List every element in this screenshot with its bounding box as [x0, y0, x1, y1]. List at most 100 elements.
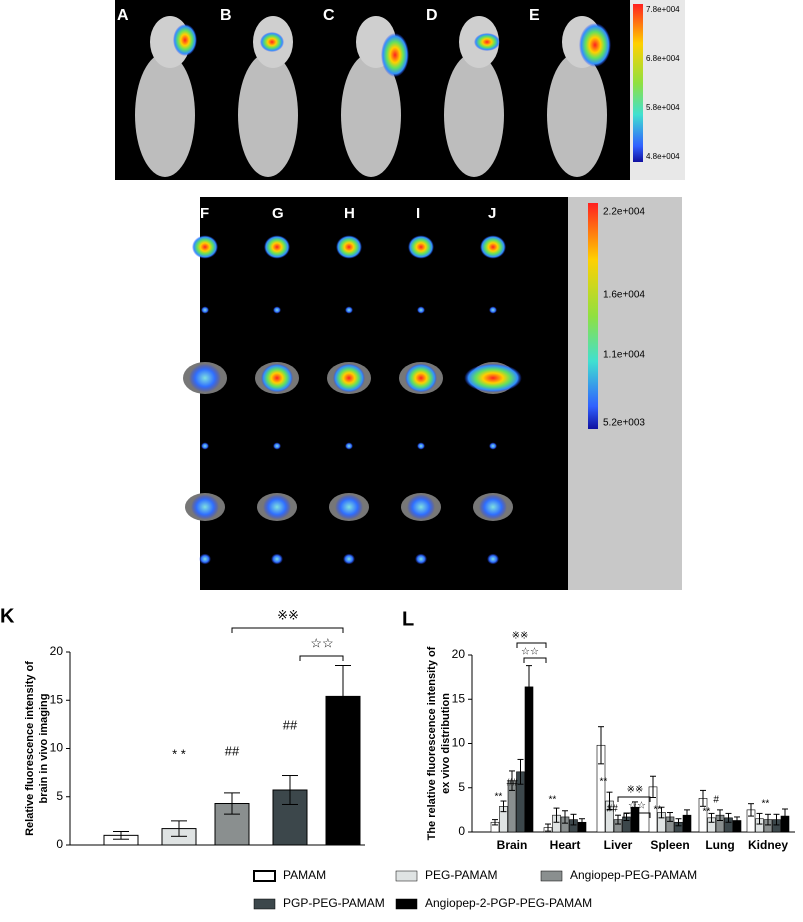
legend-swatch	[253, 870, 276, 882]
y-tick-label: 20	[50, 644, 64, 658]
panel-label: F	[200, 205, 209, 222]
organ-signal	[336, 235, 362, 259]
bracket	[523, 657, 547, 663]
panel-label: L	[402, 608, 414, 630]
annotation: **	[761, 799, 770, 810]
organ-signal	[271, 553, 283, 565]
organ-signal	[273, 442, 281, 450]
organ-signal	[480, 235, 506, 259]
colorbar-panel	[568, 197, 682, 590]
organ-signal	[261, 363, 293, 393]
bracket	[299, 655, 344, 661]
colorbar-label: 6.8e+004	[646, 54, 680, 63]
organ-signal	[464, 363, 522, 393]
mouse-body	[444, 53, 504, 177]
colorbar-label: 1.6e+004	[603, 290, 645, 301]
organ-signal	[489, 442, 497, 450]
y-tick-label: 5	[56, 789, 63, 803]
legend-label: PEG-PAMAM	[425, 868, 497, 882]
organ-signal	[407, 494, 435, 520]
panel-label: K	[0, 605, 15, 627]
panel-label: D	[426, 7, 438, 24]
signal	[579, 23, 611, 67]
x-tick-label: Spleen	[650, 838, 689, 852]
annotation: **	[599, 777, 608, 788]
legend-swatch	[395, 870, 418, 882]
panel-label: G	[272, 205, 284, 222]
organ-signal	[199, 553, 211, 565]
bar	[524, 686, 534, 833]
organ-label: Lung	[137, 498, 166, 513]
legend-label: Angiopep-PEG-PAMAM	[570, 868, 697, 882]
annotation: ##	[606, 804, 618, 815]
panel-label: C	[323, 7, 335, 24]
legend-label: PAMAM	[283, 868, 326, 882]
organ-signal	[189, 363, 221, 393]
y-axis-label: The relative fluorescence intensity of	[426, 646, 438, 840]
annotation: **	[548, 795, 557, 806]
colorbar-label: 7.8e+004	[646, 5, 680, 14]
annotation: ※※	[277, 607, 299, 622]
mouse-body	[135, 53, 195, 177]
organ-signal	[487, 553, 499, 565]
organ-signal	[201, 306, 209, 314]
colorbar-label: 1.1e+004	[603, 350, 645, 361]
bracket	[617, 796, 651, 802]
legend-label: Angiopep-2-PGP-PEG-PAMAM	[425, 896, 592, 910]
organ-signal	[489, 306, 497, 314]
annotation: **	[702, 807, 711, 818]
legend-label: PGP-PEG-PAMAM	[283, 896, 385, 910]
organ-signal	[192, 235, 218, 259]
annotation: ☆☆	[628, 801, 646, 812]
organ-label: Kidney	[137, 550, 177, 565]
organ-signal	[345, 442, 353, 450]
annotation: **	[653, 805, 662, 816]
organ-signal	[273, 306, 281, 314]
panel-label: E	[529, 7, 540, 24]
y-axis-label: ex vivo distribution	[440, 693, 452, 794]
y-tick-label: 20	[452, 647, 466, 661]
colorbar-label: 5.8e+004	[646, 103, 680, 112]
bracket	[231, 627, 344, 633]
annotation: ##	[225, 743, 240, 758]
organ-signal	[343, 553, 355, 565]
panel-label: J	[488, 205, 496, 222]
panel-label: I	[416, 205, 420, 222]
organ-signal	[408, 235, 434, 259]
x-tick-label: Brain	[497, 838, 528, 852]
mouse-body	[547, 53, 607, 177]
organ-signal	[191, 494, 219, 520]
organ-signal	[417, 442, 425, 450]
annotation: #	[713, 795, 719, 806]
ex-vivo-image: F G H I J Brain Heart Liver Spleen Lung Kidney 2.2e…	[137, 197, 682, 590]
panel-label: H	[344, 205, 355, 222]
y-axis-label: brain in vivo imaging	[38, 693, 50, 803]
legend-swatch	[395, 898, 418, 910]
mouse-body	[341, 53, 401, 177]
organ-signal	[201, 442, 209, 450]
y-tick-label: 0	[458, 824, 465, 838]
colorbar	[588, 203, 598, 429]
mouse-body	[238, 53, 298, 177]
organ-label: Liver	[137, 369, 166, 384]
organ-signal	[417, 306, 425, 314]
bracket	[623, 812, 651, 818]
x-tick-label: Heart	[550, 838, 581, 852]
bracket	[516, 642, 547, 648]
organ-signal	[415, 553, 427, 565]
organ-label: Brain	[137, 238, 167, 253]
image-background	[200, 197, 568, 590]
organ-label: Spleen	[137, 437, 177, 452]
signal	[381, 33, 409, 77]
annotation: ##	[283, 717, 298, 732]
y-tick-label: 0	[56, 837, 63, 851]
in-vivo-image: A B C D E 7.8e+004 6.8e+004 5.8e+004 4.8e+004	[115, 0, 685, 180]
colorbar-label: 4.8e+004	[646, 152, 680, 161]
x-tick-label: Liver	[604, 838, 633, 852]
annotation: ##	[506, 778, 518, 789]
x-tick-label: Kidney	[748, 838, 788, 852]
legend-swatch	[253, 898, 276, 910]
y-tick-label: 15	[50, 692, 64, 706]
organ-signal	[405, 363, 437, 393]
